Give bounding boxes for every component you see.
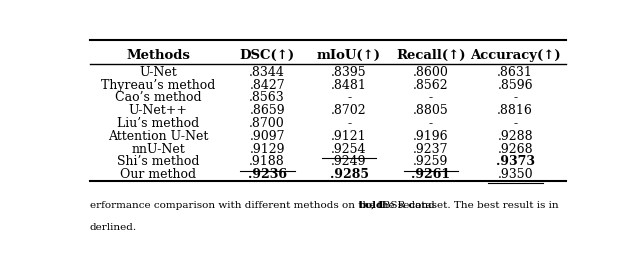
Text: -: - xyxy=(347,117,351,130)
Text: U-Net: U-Net xyxy=(140,66,177,79)
Text: U-Net++: U-Net++ xyxy=(129,104,188,117)
Text: .9129: .9129 xyxy=(250,143,285,156)
Text: Recall(↑): Recall(↑) xyxy=(396,49,466,62)
Text: nnU-Net: nnU-Net xyxy=(131,143,185,156)
Text: .9237: .9237 xyxy=(413,143,449,156)
Text: .8702: .8702 xyxy=(332,104,367,117)
Text: .9188: .9188 xyxy=(250,155,285,168)
Text: .9196: .9196 xyxy=(413,130,449,143)
Text: .9259: .9259 xyxy=(413,155,449,168)
Text: mIoU(↑): mIoU(↑) xyxy=(317,49,381,62)
Text: DSC(↑): DSC(↑) xyxy=(239,49,295,62)
Text: .9261: .9261 xyxy=(412,168,451,181)
Text: Cao’s method: Cao’s method xyxy=(115,91,202,104)
Text: -: - xyxy=(513,91,517,104)
Text: Methods: Methods xyxy=(126,49,190,62)
Text: Accuracy(↑): Accuracy(↑) xyxy=(470,49,561,62)
Text: Thyreau’s method: Thyreau’s method xyxy=(101,79,215,92)
Text: .9249: .9249 xyxy=(332,155,367,168)
Text: erformance comparison with different methods on the IBSR dataset. The best resul: erformance comparison with different met… xyxy=(90,201,562,210)
Text: .9254: .9254 xyxy=(332,143,367,156)
Text: .8816: .8816 xyxy=(497,104,533,117)
Text: .8631: .8631 xyxy=(497,66,533,79)
Text: .8344: .8344 xyxy=(250,66,285,79)
Text: .9268: .9268 xyxy=(497,143,533,156)
Text: .9285: .9285 xyxy=(330,168,369,181)
Text: -: - xyxy=(347,91,351,104)
Text: .8805: .8805 xyxy=(413,104,449,117)
Text: Liu’s method: Liu’s method xyxy=(117,117,199,130)
Text: .8481: .8481 xyxy=(331,79,367,92)
Text: -: - xyxy=(429,117,433,130)
Text: .8700: .8700 xyxy=(250,117,285,130)
Text: .8395: .8395 xyxy=(332,66,367,79)
Text: .8659: .8659 xyxy=(250,104,285,117)
Text: Attention U-Net: Attention U-Net xyxy=(108,130,208,143)
Text: -: - xyxy=(429,91,433,104)
Text: .8563: .8563 xyxy=(250,91,285,104)
Text: .9373: .9373 xyxy=(496,155,535,168)
Text: Shi’s method: Shi’s method xyxy=(117,155,200,168)
Text: Our method: Our method xyxy=(120,168,196,181)
Text: .8562: .8562 xyxy=(413,79,449,92)
Text: derlined.: derlined. xyxy=(90,223,137,232)
Text: .8600: .8600 xyxy=(413,66,449,79)
Text: bold: bold xyxy=(358,201,383,210)
Text: .9097: .9097 xyxy=(250,130,285,143)
Text: .9121: .9121 xyxy=(332,130,367,143)
Text: , the second: , the second xyxy=(371,201,435,210)
Text: .9236: .9236 xyxy=(248,168,287,181)
Text: .8596: .8596 xyxy=(497,79,533,92)
Text: -: - xyxy=(513,117,517,130)
Text: .9288: .9288 xyxy=(497,130,533,143)
Text: .9350: .9350 xyxy=(497,168,533,181)
Text: .8427: .8427 xyxy=(250,79,285,92)
